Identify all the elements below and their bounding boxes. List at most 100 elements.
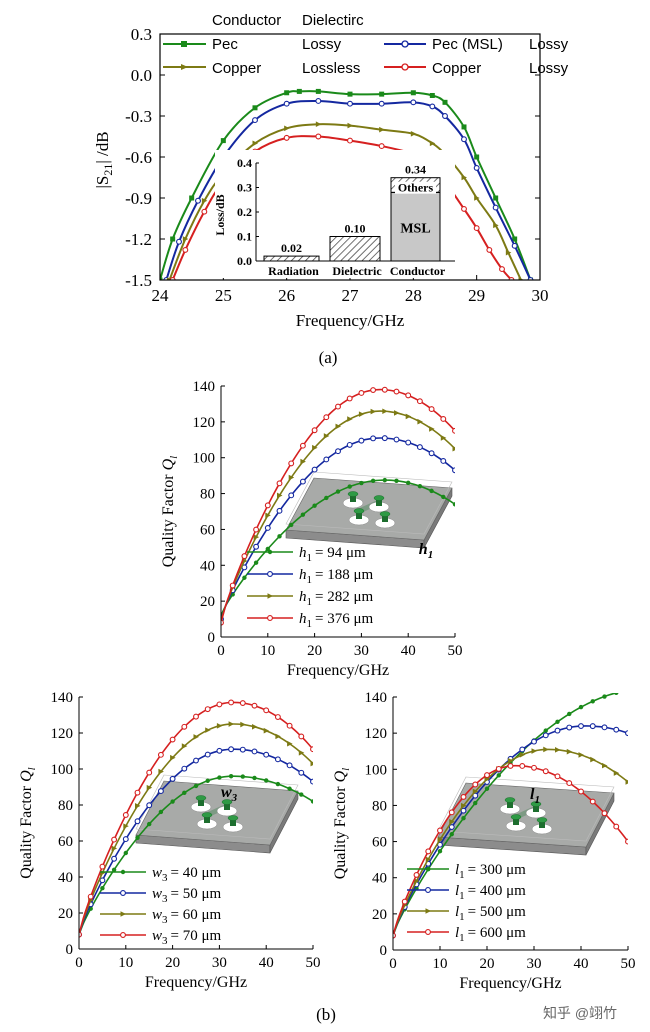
- series-b1-point: [299, 442, 306, 449]
- via-post: [204, 815, 210, 823]
- series-a-point: [315, 98, 322, 104]
- series-a-point: [429, 140, 436, 147]
- x-tick-label: 50: [306, 955, 321, 971]
- series-b1-point: [276, 480, 283, 487]
- series-b1-point: [394, 410, 400, 416]
- series-b2-point: [286, 762, 293, 769]
- series-b3-point: [449, 818, 455, 825]
- series-b1-point: [417, 418, 423, 425]
- x-tick-label: 30: [532, 286, 549, 305]
- series-b1-point: [452, 427, 455, 434]
- y-axis-label-q: Q: [332, 770, 349, 782]
- series-b1-point: [394, 478, 399, 483]
- inset-dimension-label: h1: [419, 541, 433, 561]
- series-b1-point: [335, 423, 341, 430]
- y-tick-label: 0.3: [131, 25, 152, 44]
- y-tick-label: 0: [380, 943, 388, 959]
- via-cap: [536, 817, 548, 823]
- series-b2-point: [111, 836, 118, 843]
- via-cap: [227, 815, 239, 821]
- series-b1-point: [277, 492, 283, 499]
- panel-a-ticks: 24 25 26 27 28 29 30 0.3 0.0 -0.3 -0.6 -0.9 -1.2 -1.5: [125, 25, 548, 305]
- series-b1-point: [335, 403, 341, 410]
- y-tick-label: 40: [200, 558, 215, 574]
- series-b1-point: [405, 392, 412, 399]
- series-b1-point: [276, 507, 283, 514]
- legend-marker: [120, 932, 126, 938]
- inset-value-label: 0.02: [281, 241, 302, 255]
- series-b3-2: [393, 746, 628, 938]
- series-b2-point: [146, 769, 153, 776]
- series-b3-point: [590, 756, 596, 763]
- series-a-point: [347, 122, 353, 129]
- series-b1-3: [221, 386, 455, 626]
- series-a-point: [296, 88, 302, 94]
- series-b3-point: [613, 726, 620, 733]
- board-outline: [285, 471, 453, 535]
- y-tick-label: 40: [58, 870, 73, 886]
- legend-label: l1 = 500 μm: [455, 904, 526, 923]
- series-b2-point: [99, 877, 106, 884]
- via-post: [350, 494, 356, 502]
- series-b2-point: [263, 707, 270, 714]
- series-b3-point: [614, 693, 619, 695]
- series-a-point: [195, 197, 201, 204]
- y-axis-label: Quality Factor Ql: [160, 456, 180, 568]
- legend-symbol: w: [152, 865, 162, 881]
- legend-symbol: l: [455, 925, 459, 941]
- board-outline: [437, 776, 615, 842]
- series-b1-point: [264, 502, 271, 509]
- series-b2-point: [251, 702, 258, 709]
- svg-text:Pec: Pec: [212, 36, 238, 53]
- panel-b2: w3 0 10 20 30 40 50020406080100120140Frequenc…: [18, 690, 321, 991]
- series-b2-point: [274, 714, 281, 720]
- x-tick-label: 10: [433, 956, 448, 972]
- series-b3-point: [566, 780, 573, 787]
- series-b2-point: [217, 775, 222, 780]
- series-b3-point: [437, 827, 443, 834]
- series-b2-point: [123, 850, 128, 856]
- series-b2-point: [298, 750, 305, 756]
- y-tick-label: 100: [193, 451, 216, 467]
- panel-a: 24 25 26 27 28 29 30 0.3 0.0 -0.3 -0.6 -0.9 -1.2 -1.5…: [93, 12, 569, 367]
- series-b1-point: [288, 460, 295, 467]
- series-b1-point: [347, 416, 353, 422]
- y-axis-label-main: Quality Factor: [160, 470, 177, 567]
- series-b3-point: [601, 724, 608, 731]
- series-b1-point: [452, 502, 455, 507]
- series-b1-point: [382, 477, 387, 483]
- watermark: 知乎 @翊竹: [543, 1005, 617, 1021]
- series-b3-point: [578, 788, 584, 795]
- series-b3-point: [460, 807, 467, 814]
- x-tick-label: 40: [574, 956, 589, 972]
- series-a-point: [182, 246, 189, 253]
- y-axis-label-text: Quality Factor Ql: [18, 767, 38, 879]
- series-b3-point: [554, 727, 561, 734]
- legend-value: = 282 μm: [315, 589, 374, 605]
- series-b1-point: [335, 489, 341, 494]
- legend-entry-copper-lossy: Copper Lossy: [384, 60, 569, 77]
- series-a-point: [461, 205, 467, 212]
- series-b1-point: [417, 483, 423, 489]
- inset-dimension-sub: 1: [534, 794, 540, 806]
- series-a-point: [492, 204, 499, 211]
- legend-entry-copper-lossless: Copper Lossless: [163, 60, 360, 77]
- y-axis-label-main: Quality Factor: [18, 782, 35, 879]
- via-cap: [530, 801, 542, 807]
- legend-marker: [267, 549, 273, 555]
- series-b2-point: [287, 740, 293, 747]
- y-axis-label-sub: l: [340, 768, 352, 771]
- y-tick-label: 20: [58, 906, 73, 922]
- panel-a-inset-bar-chart: 0.02 Radiation 0.10 Dielectric MSL Others 0.34…: [213, 150, 455, 278]
- series-b1-point: [229, 582, 236, 589]
- series-b3-point: [401, 898, 408, 905]
- inset-y-tick-label: 0.4: [237, 156, 252, 170]
- series-b3-point: [625, 730, 628, 737]
- y-tick-label: 80: [372, 798, 387, 814]
- series-b3-point: [461, 816, 466, 821]
- series-b3-point: [472, 781, 479, 788]
- series-b1-point: [358, 390, 365, 396]
- series-b1-point: [288, 492, 295, 499]
- legend-symbol: l: [455, 883, 459, 899]
- series-b1-point: [441, 494, 446, 500]
